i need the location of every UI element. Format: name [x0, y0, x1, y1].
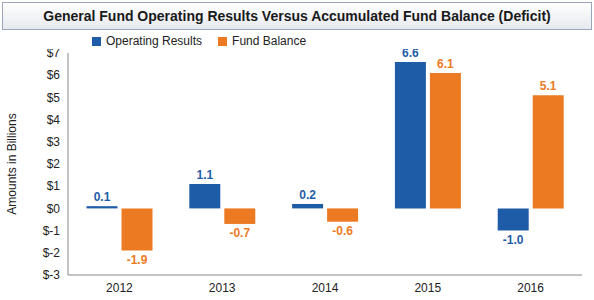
svg-text:$7: $7 — [47, 49, 61, 60]
html-text:Fund Balance: Fund Balance — [232, 34, 307, 48]
svg-text:0.1: 0.1 — [94, 190, 111, 204]
svg-text:$6: $6 — [47, 68, 61, 82]
svg-text:$2: $2 — [47, 157, 61, 171]
svg-text:-0.7: -0.7 — [229, 226, 250, 240]
html-text:General Fund Operating Results: General Fund Operating Results Versus Ac… — [43, 8, 551, 24]
svg-text:6.1: 6.1 — [437, 57, 454, 71]
svg-text:$-3: $-3 — [43, 268, 61, 282]
svg-text:$1: $1 — [47, 179, 61, 193]
svg-text:0.2: 0.2 — [299, 188, 316, 202]
svg-text:$5: $5 — [47, 91, 61, 105]
html-text:Operating Results: Operating Results — [106, 34, 202, 48]
svg-text:1.1: 1.1 — [196, 168, 213, 182]
svg-text:5.1: 5.1 — [540, 79, 557, 93]
svg-text:-1.9: -1.9 — [127, 253, 148, 267]
svg-text:-1.0: -1.0 — [503, 233, 524, 247]
svg-text:2012: 2012 — [106, 281, 133, 295]
svg-text:2013: 2013 — [209, 281, 236, 295]
svg-text:Amounts in Billions: Amounts in Billions — [8, 113, 19, 214]
svg-text:$0: $0 — [47, 202, 61, 216]
svg-text:6.6: 6.6 — [402, 49, 419, 60]
svg-text:$4: $4 — [47, 113, 61, 127]
svg-text:2016: 2016 — [517, 281, 544, 295]
svg-text:$-1: $-1 — [43, 224, 61, 238]
svg-text:$3: $3 — [47, 135, 61, 149]
svg-text:2014: 2014 — [312, 281, 339, 295]
svg-text:2015: 2015 — [414, 281, 441, 295]
svg-text:$-2: $-2 — [43, 246, 61, 260]
svg-text:-0.6: -0.6 — [332, 224, 353, 238]
